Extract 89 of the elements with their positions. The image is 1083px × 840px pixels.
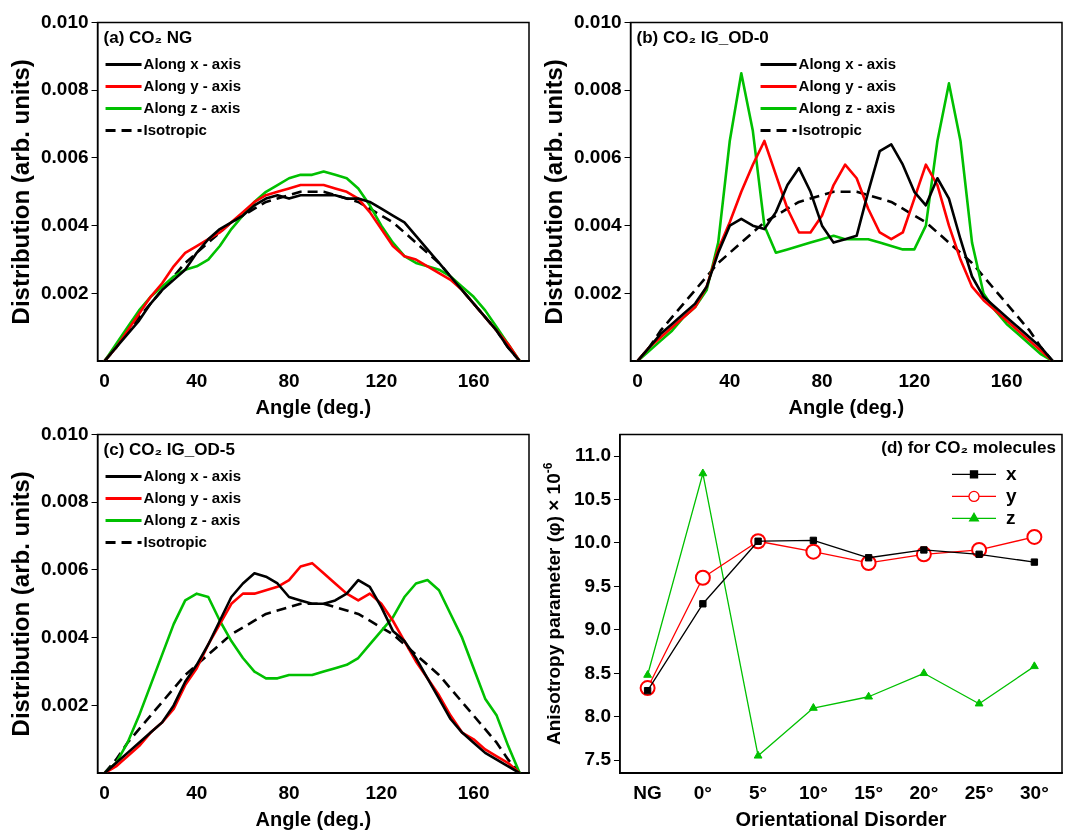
point (809, 536, 818, 545)
x-tick-label: 80 (278, 369, 300, 391)
x-axis-title: Orientational Disorder (735, 807, 947, 830)
chart-title: (d) for CO₂ molecules (881, 438, 1057, 458)
x-tick-label: 120 (365, 781, 398, 803)
y-tick-label: 0.004 (41, 625, 89, 647)
point (643, 670, 652, 678)
point (699, 600, 707, 608)
x-tick-label: 0° (693, 781, 712, 803)
y-tick-label: 0.002 (574, 281, 622, 303)
legend-label: Along x - axis (143, 466, 242, 484)
legend-label: Isotropic (143, 120, 207, 138)
x-tick-label: 30° (1020, 781, 1049, 803)
point (1029, 661, 1039, 670)
point (1026, 528, 1043, 545)
y-tick-label: 0.010 (41, 10, 89, 32)
point (1030, 558, 1039, 566)
y-axis-title: Distribution (arb. units) (539, 59, 567, 325)
y-axis-title: Distribution (arb. units) (6, 471, 34, 737)
x-tick-label: 0 (632, 369, 643, 391)
x-axis-title: Angle (deg.) (255, 395, 372, 418)
point (808, 703, 818, 711)
point (753, 750, 763, 759)
x-axis-title: Angle (deg.) (255, 807, 372, 830)
legend-label: y (1006, 484, 1017, 506)
legend-label: Along y - axis (143, 488, 242, 506)
x-tick-label: 40 (719, 369, 741, 391)
x-tick-label: 0 (99, 369, 110, 391)
y-tick-label: 0.010 (41, 422, 89, 444)
chart-title: (c) CO₂ IG_OD-5 (103, 440, 235, 460)
y-axis-title: Anisotropy parameter (φ) × 10-6 (540, 462, 565, 746)
y-tick-label: 8.0 (584, 704, 611, 726)
y-tick-label: 0.008 (41, 490, 89, 512)
x-axis-title: Angle (deg.) (788, 395, 905, 418)
x-tick-label: 120 (898, 369, 931, 391)
y-tick-label: 0.008 (41, 78, 89, 100)
x-tick-label: 160 (990, 369, 1023, 391)
y-tick-label: 9.0 (584, 618, 611, 640)
legend-label: Along x - axis (143, 54, 242, 72)
point (694, 569, 711, 586)
y-tick-label: 7.5 (584, 748, 612, 770)
y-tick-label: 8.5 (584, 661, 612, 683)
x-tick-label: 40 (186, 781, 208, 803)
y-axis-title: Distribution (arb. units) (6, 59, 34, 325)
x-tick-label: 0 (99, 781, 110, 803)
y-tick-label: 10.5 (574, 487, 612, 509)
y-tick-label: 0.006 (41, 558, 89, 580)
y-tick-label: 9.5 (584, 574, 612, 596)
x-tick-label: 120 (365, 369, 398, 391)
legend-label: Along z - axis (143, 510, 241, 528)
x-tick-label: 160 (457, 781, 490, 803)
legend-label: Along z - axis (143, 98, 241, 116)
y-tick-label: 0.010 (574, 10, 622, 32)
legend-label: z (1006, 506, 1016, 528)
y-tick-label: 0.002 (41, 281, 89, 303)
point (920, 546, 928, 554)
x-tick-label: 80 (278, 781, 300, 803)
x-tick-label: NG (633, 781, 662, 803)
legend-label: Along z - axis (798, 98, 896, 116)
point (864, 691, 874, 700)
y-tick-label: 11.0 (575, 444, 611, 466)
x-tick-label: 160 (457, 369, 490, 391)
y-tick-label: 0.004 (574, 213, 622, 235)
y-tick-label: 0.006 (41, 146, 89, 168)
y-tick-label: 10.0 (574, 531, 611, 553)
legend-label: Along x - axis (798, 54, 897, 72)
point (864, 554, 873, 562)
chart-title: (b) CO₂ IG_OD-0 (636, 28, 769, 48)
point (698, 468, 708, 477)
y-tick-label: 0.006 (574, 146, 622, 168)
x-tick-label: 40 (186, 369, 208, 391)
legend-label: x (1006, 462, 1017, 484)
point (919, 668, 929, 677)
x-tick-label: 20° (909, 781, 939, 803)
y-tick-label: 0.008 (574, 78, 622, 100)
legend-label: Along y - axis (798, 76, 897, 94)
y-tick-label: 0.002 (41, 693, 89, 715)
x-tick-label: 15° (854, 781, 883, 803)
x-tick-label: 80 (811, 369, 833, 391)
legend-label: Along y - axis (143, 76, 242, 94)
legend-label: Isotropic (143, 532, 207, 550)
chart-title: (a) CO₂ NG (103, 28, 193, 48)
legend-label: Isotropic (798, 120, 862, 138)
x-tick-label: 10° (799, 781, 828, 803)
x-tick-label: 5° (749, 781, 768, 803)
point (974, 698, 984, 707)
point (805, 543, 822, 560)
x-tick-label: 25° (964, 781, 994, 803)
y-tick-label: 0.004 (41, 213, 89, 235)
